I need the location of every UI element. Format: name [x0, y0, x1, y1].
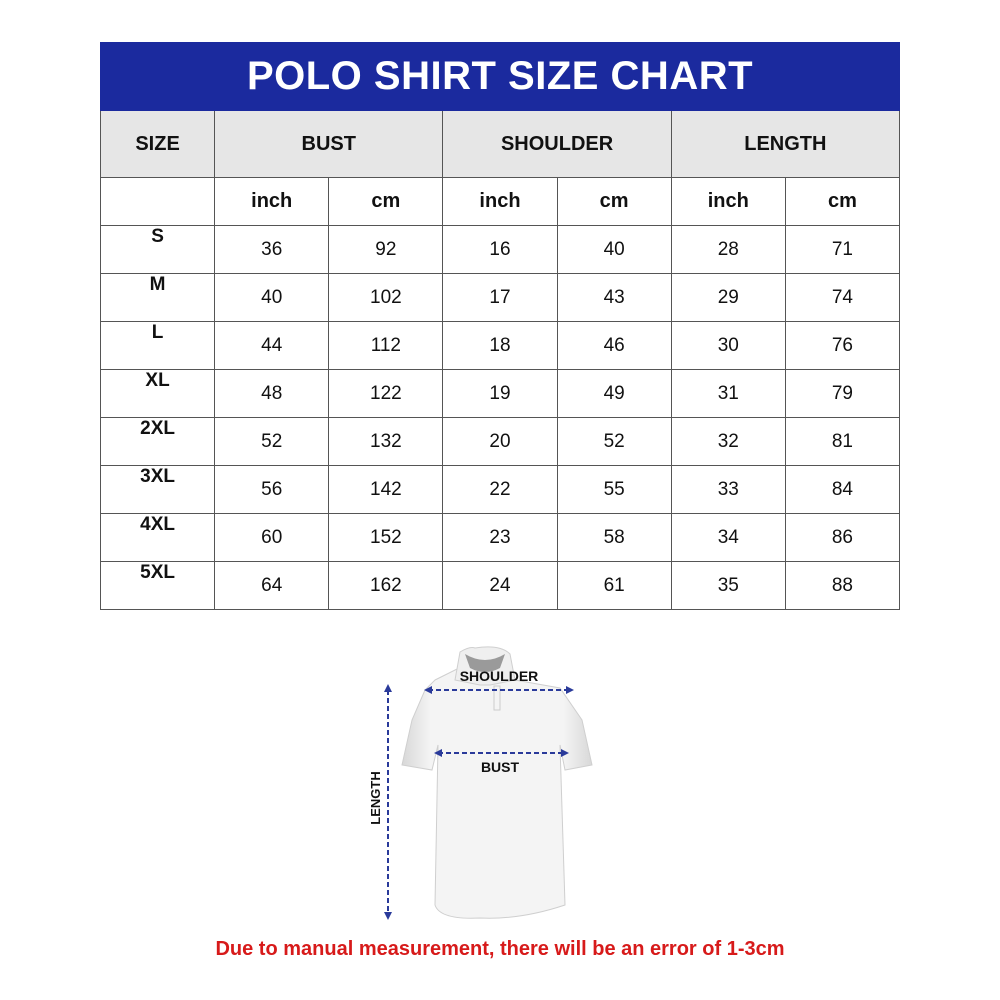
measurement-cell: 46 — [556, 321, 672, 370]
unit-row: inch cm inch cm inch cm — [99, 177, 901, 226]
measurement-cell: 88 — [784, 561, 901, 610]
length-label: LENGTH — [368, 771, 383, 824]
measurement-cell: 92 — [328, 225, 444, 274]
measurement-cell: 79 — [784, 369, 901, 418]
size-cell: XL — [99, 369, 216, 418]
measurement-cell: 61 — [556, 561, 672, 610]
size-cell: 3XL — [99, 465, 216, 514]
measurement-cell: 18 — [442, 321, 558, 370]
unit-label: cm — [556, 177, 672, 226]
measurement-cell: 22 — [442, 465, 558, 514]
measurement-cell: 34 — [670, 513, 786, 562]
measurement-cell: 17 — [442, 273, 558, 322]
measurement-cell: 32 — [670, 417, 786, 466]
size-cell: M — [99, 273, 216, 322]
measurement-cell: 52 — [214, 417, 330, 466]
measurement-cell: 40 — [214, 273, 330, 322]
size-cell: 5XL — [99, 561, 216, 610]
measurement-cell: 64 — [214, 561, 330, 610]
measurement-cell: 60 — [214, 513, 330, 562]
measurement-cell: 55 — [556, 465, 672, 514]
measurement-note: Due to manual measurement, there will be… — [215, 938, 785, 960]
measurement-cell: 58 — [556, 513, 672, 562]
measurement-cell: 36 — [214, 225, 330, 274]
measurement-cell: 30 — [670, 321, 786, 370]
shirt-icon — [401, 646, 593, 919]
measurement-cell: 43 — [556, 273, 672, 322]
measurement-cell: 24 — [442, 561, 558, 610]
measurement-cell: 71 — [784, 225, 901, 274]
measurement-cell: 28 — [670, 225, 786, 274]
measurement-cell: 76 — [784, 321, 901, 370]
shoulder-label: SHOULDER — [460, 668, 539, 684]
header-bust: BUST — [214, 110, 444, 178]
size-chart-table: POLO SHIRT SIZE CHART SIZE BUST SHOULDER… — [99, 42, 901, 610]
measurement-cell: 52 — [556, 417, 672, 466]
measurement-cell: 162 — [328, 561, 444, 610]
table-row: 4XL 60 152 23 58 34 86 — [99, 513, 901, 562]
table-row: M 40 102 17 43 29 74 — [99, 273, 901, 322]
table-row: 3XL 56 142 22 55 33 84 — [99, 465, 901, 514]
bust-label: BUST — [481, 759, 520, 775]
unit-label: cm — [328, 177, 444, 226]
unit-label: inch — [442, 177, 558, 226]
header-shoulder: SHOULDER — [442, 110, 672, 178]
measurement-cell: 19 — [442, 369, 558, 418]
size-cell: L — [99, 321, 216, 370]
measurement-cell: 112 — [328, 321, 444, 370]
measurement-cell: 29 — [670, 273, 786, 322]
header-size: SIZE — [99, 110, 216, 178]
measurement-cell: 84 — [784, 465, 901, 514]
measurement-cell: 33 — [670, 465, 786, 514]
table-row: XL 48 122 19 49 31 79 — [99, 369, 901, 418]
header-row: SIZE BUST SHOULDER LENGTH — [99, 110, 901, 178]
measurement-cell: 142 — [328, 465, 444, 514]
arrow-heads-icon — [384, 684, 574, 920]
measurement-cell: 56 — [214, 465, 330, 514]
measurement-cell: 49 — [556, 369, 672, 418]
measurement-cell: 152 — [328, 513, 444, 562]
header-length: LENGTH — [670, 110, 901, 178]
chart-title: POLO SHIRT SIZE CHART — [100, 42, 900, 111]
measurement-cell: 122 — [328, 369, 444, 418]
size-cell: S — [99, 225, 216, 274]
measurement-cell: 74 — [784, 273, 901, 322]
shoulder-arrow — [387, 689, 570, 916]
measurement-cell: 40 — [556, 225, 672, 274]
measurement-cell: 44 — [214, 321, 330, 370]
measurement-cell: 86 — [784, 513, 901, 562]
table-row: 2XL 52 132 20 52 32 81 — [99, 417, 901, 466]
measurement-cell: 132 — [328, 417, 444, 466]
unit-label: cm — [784, 177, 901, 226]
polo-shirt-diagram: SHOULDER BUST LENGTH — [368, 646, 593, 920]
unit-label: inch — [214, 177, 330, 226]
size-cell: 2XL — [99, 417, 216, 466]
measurement-cell: 48 — [214, 369, 330, 418]
unit-label: inch — [670, 177, 786, 226]
measurement-cell: 20 — [442, 417, 558, 466]
measurement-cell: 31 — [670, 369, 786, 418]
table-row: 5XL 64 162 24 61 35 88 — [99, 561, 901, 610]
measurement-cell: 16 — [442, 225, 558, 274]
size-cell: 4XL — [99, 513, 216, 562]
measurement-cell: 35 — [670, 561, 786, 610]
measurement-cell: 81 — [784, 417, 901, 466]
unit-blank — [99, 177, 216, 226]
table-row: S 36 92 16 40 28 71 — [99, 225, 901, 274]
measurement-cell: 102 — [328, 273, 444, 322]
table-row: L 44 112 18 46 30 76 — [99, 321, 901, 370]
measurement-cell: 23 — [442, 513, 558, 562]
